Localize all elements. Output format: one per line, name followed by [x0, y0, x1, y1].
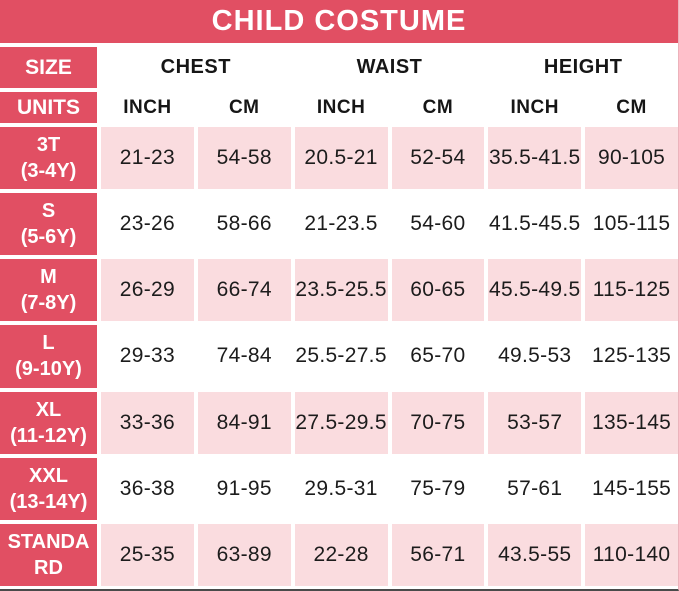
value-cell: 45.5-49.5 [488, 259, 582, 322]
value-cell: 66-74 [197, 259, 291, 322]
value-cell: 49.5-53 [488, 325, 582, 388]
value-cell: 20.5-21 [294, 127, 388, 190]
value-cell: 56-71 [391, 523, 485, 586]
height-inch-header: INCH [488, 92, 582, 123]
value-cell: 74-84 [197, 325, 291, 388]
value-cell: 26-29 [101, 259, 194, 322]
units-header-cell: UNITS [0, 92, 97, 123]
size-label-cell: STANDARD [0, 523, 97, 586]
chest-cm-header: CM [197, 92, 291, 123]
height-header-cell: HEIGHT [488, 47, 678, 88]
size-label: XL [35, 398, 62, 421]
waist-inch-header: INCH [294, 92, 388, 123]
value-cell: 54-60 [391, 193, 485, 256]
value-cell: 110-140 [585, 523, 678, 586]
size-label-cell: XL (11-12Y) [0, 391, 97, 454]
value-cell: 63-89 [197, 523, 291, 586]
size-label: M [40, 266, 57, 289]
value-cell: 105-115 [585, 193, 678, 256]
value-cell: 65-70 [391, 325, 485, 388]
size-label-cell: M (7-8Y) [0, 259, 97, 322]
age-label: (5-6Y) [20, 226, 77, 249]
value-cell: 91-95 [197, 457, 291, 520]
value-cell: 25-35 [101, 523, 194, 586]
size-table: SIZE CHEST WAIST HEIGHT UNITS INCH CM IN… [0, 47, 678, 586]
size-label-cell: 3T (3-4Y) [0, 127, 97, 190]
size-label: S [41, 200, 56, 223]
age-label: (11-12Y) [10, 424, 87, 447]
value-cell: 27.5-29.5 [294, 391, 388, 454]
chest-inch-header: INCH [101, 92, 194, 123]
waist-cm-header: CM [391, 92, 485, 123]
age-label: (7-8Y) [20, 292, 77, 315]
value-cell: 70-75 [391, 391, 485, 454]
size-label-cell: L (9-10Y) [0, 325, 97, 388]
waist-header-cell: WAIST [294, 47, 485, 88]
size-label: L [42, 332, 55, 355]
value-cell: 54-58 [197, 127, 291, 190]
value-cell: 60-65 [391, 259, 485, 322]
value-cell: 36-38 [101, 457, 194, 520]
value-cell: 125-135 [585, 325, 678, 388]
age-label: (3-4Y) [20, 160, 77, 183]
value-cell: 53-57 [488, 391, 582, 454]
value-cell: 57-61 [488, 457, 582, 520]
size-label: XXL [29, 464, 68, 487]
value-cell: 84-91 [197, 391, 291, 454]
age-label: (13-14Y) [9, 490, 88, 513]
size-label-cell: S (5-6Y) [0, 193, 97, 256]
height-cm-header: CM [585, 92, 678, 123]
value-cell: 115-125 [585, 259, 678, 322]
value-cell: 29.5-31 [294, 457, 388, 520]
value-cell: 21-23.5 [294, 193, 388, 256]
size-header-cell: SIZE [0, 47, 97, 88]
value-cell: 90-105 [585, 127, 678, 190]
value-cell: 52-54 [391, 127, 485, 190]
value-cell: 58-66 [197, 193, 291, 256]
value-cell: 43.5-55 [488, 523, 582, 586]
chest-header-cell: CHEST [101, 47, 291, 88]
value-cell: 41.5-45.5 [488, 193, 582, 256]
age-label: (9-10Y) [15, 358, 82, 381]
chart-title: CHILD COSTUME [0, 0, 678, 43]
value-cell: 23-26 [101, 193, 194, 256]
value-cell: 35.5-41.5 [488, 127, 582, 190]
value-cell: 75-79 [391, 457, 485, 520]
value-cell: 29-33 [101, 325, 194, 388]
value-cell: 22-28 [294, 523, 388, 586]
size-label: 3T [36, 134, 61, 157]
size-label: STANDARD [7, 530, 90, 579]
value-cell: 23.5-25.5 [294, 259, 388, 322]
size-label-cell: XXL (13-14Y) [0, 457, 97, 520]
value-cell: 135-145 [585, 391, 678, 454]
value-cell: 25.5-27.5 [294, 325, 388, 388]
value-cell: 145-155 [585, 457, 678, 520]
value-cell: 33-36 [101, 391, 194, 454]
value-cell: 21-23 [101, 127, 194, 190]
